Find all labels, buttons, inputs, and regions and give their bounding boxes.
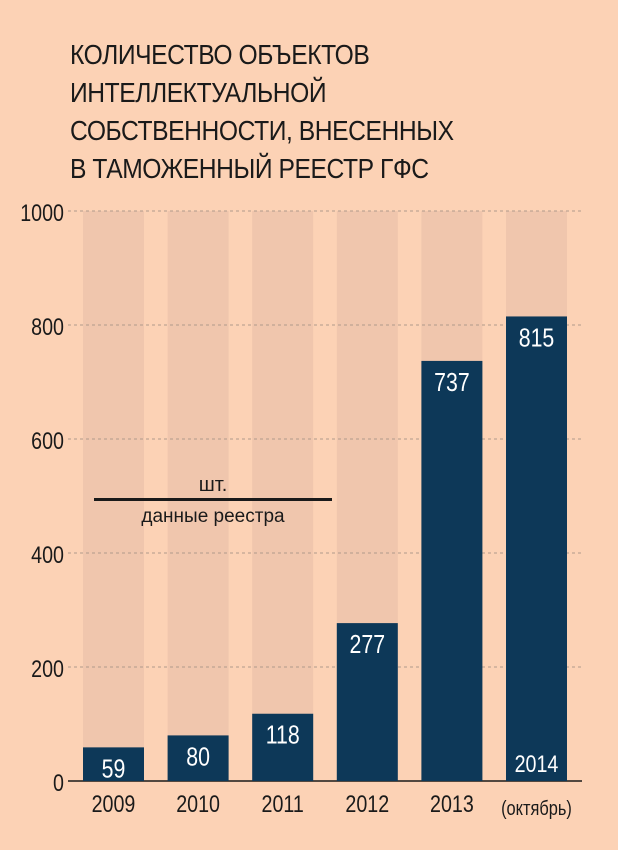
bar [506,316,567,781]
bar [167,735,229,781]
x-tick-label: 2011 [262,790,304,817]
title-line: ИНТЕЛЛЕКТУАЛЬНОЙ [70,77,327,108]
y-tick-label: 0 [53,769,64,796]
x-tick-label: 2012 [345,790,389,817]
x-tick-label: 2009 [92,790,136,817]
bar-value-label: 277 [350,630,386,660]
unit-note: шт. данные реестра [94,472,332,529]
y-tick-label: 400 [31,541,64,568]
bar-value-label: 737 [434,368,470,398]
y-tick-label: 800 [31,313,64,340]
bar-value-label: 80 [186,742,210,772]
bar-value-label: 815 [519,323,555,353]
x-tick-label: 2010 [176,790,220,817]
y-tick-label: 1000 [20,199,64,226]
title-line: В ТАМОЖЕННЫЙ РЕЕСТР ГФС [70,153,429,184]
unit-label: шт. [198,474,228,496]
bar-value-label: 59 [102,754,126,784]
chart-title: КОЛИЧЕСТВО ОБЪЕКТОВ ИНТЕЛЛЕКТУАЛЬНОЙ СОБ… [70,36,528,188]
bar-inner-year-label: 2014 [515,750,559,777]
y-tick-label: 600 [31,427,64,454]
y-tick-label: 200 [31,655,64,682]
bar [252,713,314,781]
bar [421,360,483,781]
x-tick-label: 2013 [430,790,474,817]
note-divider [94,498,332,501]
title-line: КОЛИЧЕСТВО ОБЪЕКТОВ [70,39,370,70]
bar [83,747,144,781]
source-label: данные реестра [141,506,285,527]
title-line: СОБСТВЕННОСТИ, ВНЕСЕННЫХ [70,115,454,146]
bar-track [252,211,314,781]
bar [336,623,398,781]
bar-track [167,211,229,781]
bar-value-label: 118 [266,721,300,751]
bar-track [83,211,144,781]
x-tick-label: (октябрь) [501,796,572,819]
